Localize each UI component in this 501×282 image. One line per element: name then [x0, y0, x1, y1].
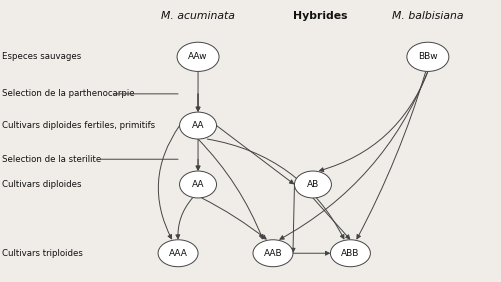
Text: AAA: AAA — [169, 249, 187, 258]
Ellipse shape — [177, 42, 219, 71]
Ellipse shape — [295, 171, 332, 198]
Ellipse shape — [158, 240, 198, 267]
Text: M. balbisiana: M. balbisiana — [392, 10, 463, 21]
Text: Cultivars triploides: Cultivars triploides — [2, 249, 83, 258]
Text: AB: AB — [307, 180, 319, 189]
Text: ABB: ABB — [341, 249, 360, 258]
Text: BBw: BBw — [418, 52, 438, 61]
Ellipse shape — [179, 112, 216, 139]
Text: AA: AA — [192, 121, 204, 130]
Ellipse shape — [331, 240, 370, 267]
Text: AAw: AAw — [188, 52, 208, 61]
Ellipse shape — [253, 240, 293, 267]
Ellipse shape — [179, 171, 216, 198]
Text: AAB: AAB — [264, 249, 282, 258]
Ellipse shape — [407, 42, 449, 71]
Text: AA: AA — [192, 180, 204, 189]
Text: Cultivars diploides: Cultivars diploides — [2, 180, 81, 189]
Text: Cultivars diploides fertiles, primitifs: Cultivars diploides fertiles, primitifs — [2, 121, 155, 130]
Text: M. acuminata: M. acuminata — [161, 10, 235, 21]
Text: Hybrides: Hybrides — [293, 10, 348, 21]
Text: Especes sauvages: Especes sauvages — [2, 52, 81, 61]
Text: Selection de la sterilite: Selection de la sterilite — [2, 155, 101, 164]
Text: Selection de la parthenocarpie: Selection de la parthenocarpie — [2, 89, 134, 98]
